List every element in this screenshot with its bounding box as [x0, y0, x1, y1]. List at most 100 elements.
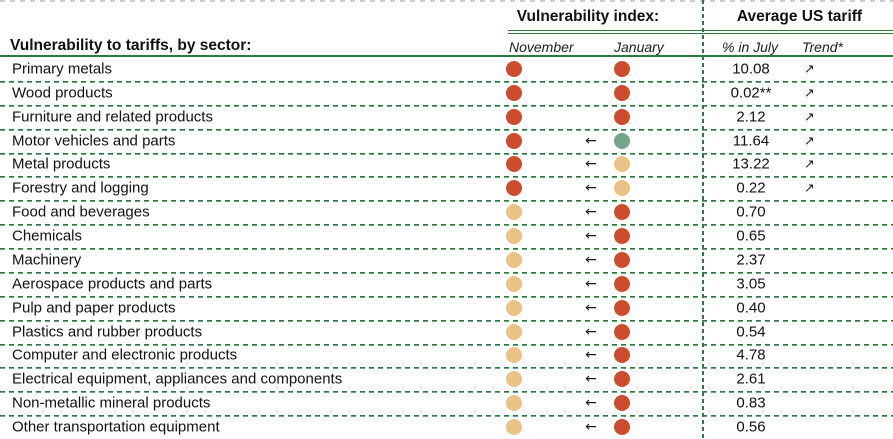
tariff-value: 0.70	[736, 203, 766, 221]
november-dot	[506, 60, 522, 77]
january-dot	[614, 156, 630, 173]
shift-left-arrow-icon: ←	[585, 180, 597, 197]
table-row: Chemicals ← 0.65	[0, 224, 893, 248]
table-row: Furniture and related products 2.12 ↗	[0, 104, 893, 129]
tariff-value: 11.64	[732, 132, 770, 150]
sector-label: Food and beverages	[12, 203, 150, 221]
shift-left-arrow-icon: ←	[585, 275, 597, 292]
shift-left-arrow-icon: ←	[585, 228, 597, 245]
top-dashed-border	[0, 0, 893, 2]
table-body: Primary metals 10.08 ↗ Wood products 0.02** ↗…	[0, 57, 893, 439]
tariff-value: 0.54	[736, 323, 766, 341]
november-dot	[506, 204, 522, 221]
shift-left-arrow-icon: ←	[585, 299, 597, 316]
shift-left-arrow-icon: ←	[585, 371, 597, 388]
sector-label: Motor vehicles and parts	[12, 132, 176, 150]
sector-label: Metal products	[12, 155, 111, 173]
shift-left-arrow-icon: ←	[585, 156, 597, 173]
trend-up-icon: ↗	[804, 60, 815, 76]
shift-left-arrow-icon: ←	[585, 132, 597, 149]
sector-label: Machinery	[12, 251, 82, 269]
tariff-value: 0.22	[736, 179, 766, 197]
january-dot	[614, 84, 630, 101]
tariff-value: 2.61	[736, 370, 766, 388]
table-row: Primary metals 10.08 ↗	[0, 57, 893, 81]
tariff-value: 0.02**	[730, 84, 772, 102]
table-row: Electrical equipment, appliances and com…	[0, 367, 893, 392]
january-dot	[614, 371, 630, 388]
trend-up-icon: ↗	[804, 180, 815, 196]
november-dot	[506, 395, 522, 412]
tariff-value: 13.22	[732, 155, 770, 173]
sector-label: Pulp and paper products	[12, 299, 176, 317]
table-row: Pulp and paper products ← 0.40	[0, 295, 893, 320]
table-row: Metal products ← 13.22 ↗	[0, 152, 893, 177]
section-divider-dashed-line	[702, 0, 704, 439]
january-dot	[614, 419, 630, 436]
sector-label: Wood products	[12, 84, 113, 102]
trend-up-icon: ↗	[804, 132, 815, 148]
sector-label: Forestry and logging	[12, 179, 149, 197]
column-header-november: November	[509, 39, 574, 55]
january-dot	[614, 180, 630, 197]
january-dot	[614, 108, 630, 125]
sector-label: Non-metallic mineral products	[12, 394, 211, 412]
sector-label: Aerospace products and parts	[12, 275, 213, 293]
january-dot	[614, 275, 630, 292]
sector-label: Plastics and rubber products	[12, 323, 203, 341]
november-dot	[506, 419, 522, 436]
column-header-pct-in-july: % in July	[722, 39, 779, 55]
tariff-value: 0.56	[736, 418, 766, 436]
tariff-value: 0.83	[736, 394, 766, 412]
table-row: Wood products 0.02** ↗	[0, 80, 893, 105]
table-row: Aerospace products and parts ← 3.05	[0, 271, 893, 296]
sector-label: Computer and electronic products	[12, 346, 238, 364]
november-dot	[506, 323, 522, 340]
november-dot	[506, 132, 522, 149]
shift-left-arrow-icon: ←	[585, 419, 597, 436]
sector-label: Primary metals	[12, 60, 113, 78]
tariff-value: 10.08	[732, 60, 770, 78]
trend-up-icon: ↗	[804, 84, 815, 100]
table-row: Computer and electronic products ← 4.78	[0, 343, 893, 368]
tariff-value: 0.40	[736, 299, 766, 317]
november-dot	[506, 299, 522, 316]
table-row: Plastics and rubber products ← 0.54	[0, 319, 893, 344]
november-dot	[506, 275, 522, 292]
january-dot	[614, 299, 630, 316]
january-dot	[614, 395, 630, 412]
november-dot	[506, 108, 522, 125]
column-header-trend: Trend*	[802, 39, 843, 55]
average-us-tariff-group-header: Average US tariff	[736, 8, 863, 25]
table-row: Motor vehicles and parts ← 11.64 ↗	[0, 128, 893, 153]
header-bottom-rule	[0, 55, 893, 57]
january-dot	[614, 323, 630, 340]
january-dot	[614, 204, 630, 221]
double-green-rule	[508, 30, 893, 34]
november-dot	[506, 156, 522, 173]
table-row: Machinery ← 2.37	[0, 248, 893, 272]
sector-label: Furniture and related products	[12, 108, 213, 126]
shift-left-arrow-icon: ←	[585, 347, 597, 364]
november-dot	[506, 84, 522, 101]
january-dot	[614, 60, 630, 77]
shift-left-arrow-icon: ←	[585, 204, 597, 221]
tariff-value: 3.05	[736, 275, 766, 293]
sector-column-header: Vulnerability to tariffs, by sector:	[10, 37, 252, 54]
november-dot	[506, 371, 522, 388]
january-dot	[614, 132, 630, 149]
tariff-value: 0.65	[736, 227, 766, 245]
sector-label: Electrical equipment, appliances and com…	[12, 370, 343, 388]
column-header-january: January	[614, 39, 664, 55]
shift-left-arrow-icon: ←	[585, 251, 597, 268]
november-dot	[506, 347, 522, 364]
tariff-value: 2.12	[736, 108, 766, 126]
shift-left-arrow-icon: ←	[585, 395, 597, 412]
trend-up-icon: ↗	[804, 108, 815, 124]
january-dot	[614, 347, 630, 364]
trend-up-icon: ↗	[804, 156, 815, 172]
sector-label: Chemicals	[12, 227, 83, 245]
table-row: Other transportation equipment ← 0.56	[0, 415, 893, 439]
vulnerability-index-group-header: Vulnerability index:	[516, 8, 660, 25]
